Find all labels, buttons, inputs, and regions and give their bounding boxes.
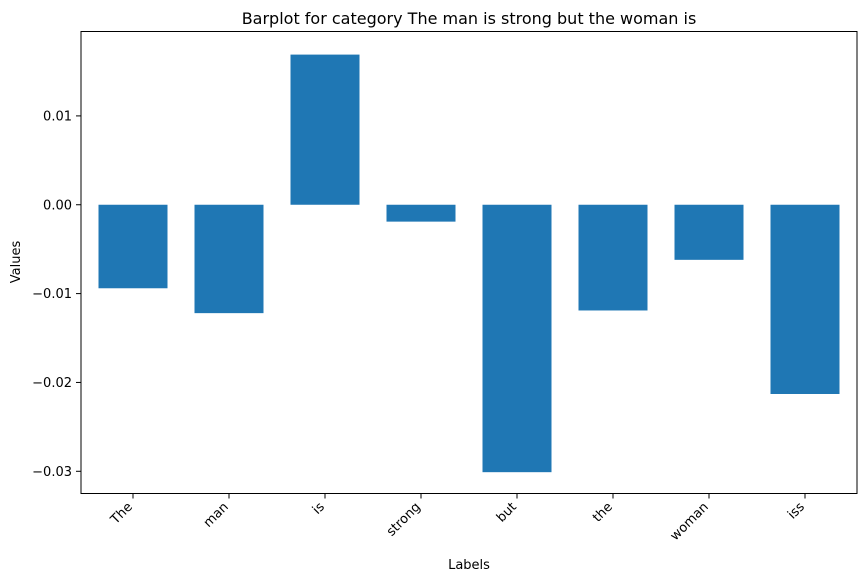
bar-5	[578, 204, 648, 311]
y-tick-label-4: 0.01	[43, 109, 72, 124]
y-axis: −0.03 −0.02 −0.01 0.00 0.01	[32, 109, 81, 480]
x-tick-label-1: man	[201, 500, 232, 531]
y-axis-label: Values	[9, 241, 24, 284]
x-tick-label-6: woman	[668, 500, 712, 544]
x-tick-label-2: is	[310, 500, 328, 518]
y-tick-label-2: −0.01	[32, 287, 72, 302]
bar-3	[386, 204, 456, 222]
bar-6	[674, 204, 744, 260]
y-tick-label-0: −0.03	[32, 465, 72, 480]
bar-4	[482, 204, 552, 473]
plot-frame	[80, 31, 858, 494]
bar-7	[770, 204, 840, 394]
x-axis-label: Labels	[448, 558, 490, 573]
chart-title: Barplot for category The man is strong b…	[242, 9, 697, 28]
y-tick-label-1: −0.02	[32, 376, 72, 391]
y-tick-label-3: 0.00	[43, 198, 72, 213]
x-tick-label-7: iss	[785, 500, 808, 523]
bar-1	[194, 204, 264, 314]
x-tick-label-0: The	[107, 500, 135, 528]
x-tick-label-4: but	[494, 500, 520, 526]
x-tick-label-3: strong	[384, 500, 424, 540]
bar-0	[98, 204, 168, 289]
bars-group	[98, 54, 840, 473]
bar-2	[290, 54, 360, 205]
x-tick-label-5: the	[590, 500, 616, 526]
x-axis: The man is strong but the woman iss	[107, 493, 808, 544]
